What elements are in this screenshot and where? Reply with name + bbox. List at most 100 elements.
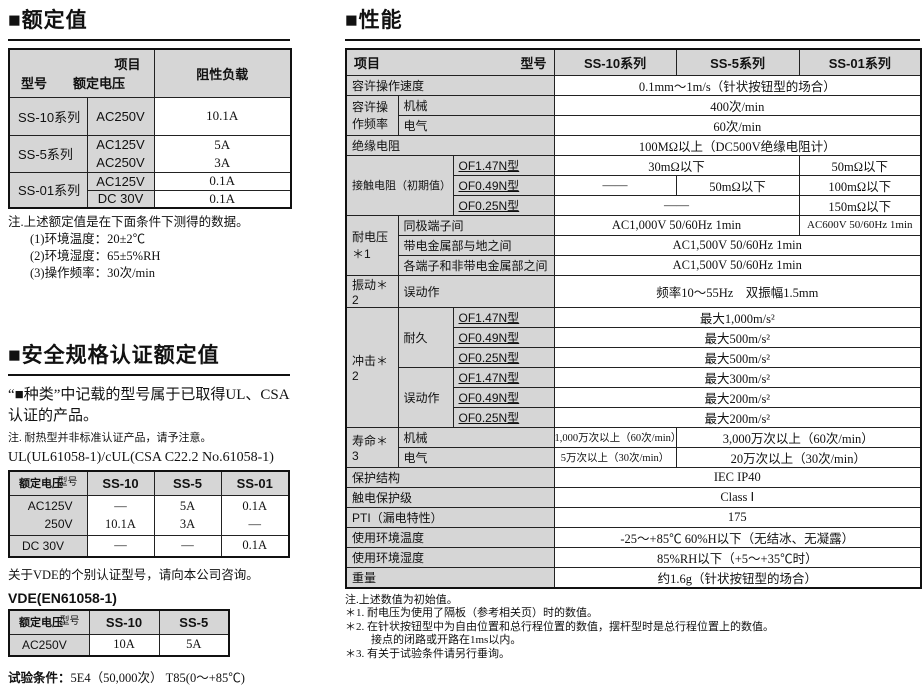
value-line: 0.1A <box>242 499 268 513</box>
perf-row-contact-of049: OF0.49N型 —— 50mΩ以下 100mΩ以下 <box>346 174 922 196</box>
ul-header-corner-cell: 型号 额定电压 <box>8 470 88 496</box>
value-cell: 0.1A — <box>220 494 290 536</box>
safety-ratings-heading: ■安全规格认证额定值 <box>8 343 290 376</box>
voltage-cell: AC250V <box>8 633 90 657</box>
row-label: 触电保护级 <box>345 486 555 508</box>
perf-row-contact-of147: 接触电阻（初期值） OF1.47N型 30mΩ以下 50mΩ以下 <box>345 154 922 216</box>
sub-label: 误动作 <box>397 366 454 428</box>
load-cell: 10.1A <box>153 96 292 136</box>
load-line: 5A <box>214 136 231 152</box>
left-column: ■额定值 项目 型号 额定电压 阻性负载 SS-10系列 AC250V 10.1… <box>8 8 292 686</box>
test-conditions-value: 5E4（50,000次） T85(0～+85℃) <box>70 671 245 685</box>
value-cell: 30mΩ以下 <box>553 154 800 176</box>
of147-link[interactable]: OF1.47N型 <box>452 306 555 328</box>
value-line: — <box>114 499 127 513</box>
perf-row-life-mech: 寿命＊3 机械 1,000万次以上（60次/min） 3,000万次以上（60次… <box>345 426 922 468</box>
value-cell: —— <box>553 194 800 216</box>
of147-link[interactable]: OF1.47N型 <box>452 154 555 176</box>
condition-line: (3)操作频率：30次/min <box>30 266 155 280</box>
value-cell: 5万次以上（30次/min） <box>553 446 677 468</box>
header-model-label: 型号 <box>57 477 78 489</box>
row-label: 保护结构 <box>345 466 555 488</box>
row-label: 容许操作频率 <box>345 94 399 136</box>
load-line: 3A <box>214 154 231 170</box>
test-conditions-label: 试验条件： <box>8 671 71 685</box>
header-model-label: 型号 <box>21 76 48 92</box>
load-cell: 0.1A <box>153 189 292 209</box>
value-cell: — <box>86 534 155 558</box>
rated-header-corner-cell: 项目 型号 额定电压 <box>8 48 155 98</box>
perf-row-insulation: 绝缘电阻 100MΩ以上（DC500V绝缘电阻计） <box>345 134 922 156</box>
perf-row-frequency-mech: 容许操作频率 机械 400次/min <box>345 94 922 136</box>
perf-col-ss10: SS-10系列 <box>553 48 677 76</box>
corner-header: 型号 额定电压 <box>15 472 82 494</box>
performance-table: 项目 型号 SS-10系列 SS-5系列 SS-01系列 容许操作速度 0.1m… <box>345 48 922 589</box>
value-cell: 100MΩ以上（DC500V绝缘电阻计） <box>553 134 922 156</box>
perf-row-pti: PTI（漏电特性） 175 <box>345 506 922 528</box>
header-voltage-label: 额定电压 <box>19 478 63 491</box>
of147-link[interactable]: OF1.47N型 <box>452 366 555 388</box>
header-model-label: 型号 <box>520 55 547 71</box>
rated-values-heading: ■额定值 <box>8 8 290 41</box>
row-label: 使用环境温度 <box>345 526 555 548</box>
perf-header-row: 项目 型号 SS-10系列 SS-5系列 SS-01系列 <box>345 48 922 76</box>
value-cell: 50mΩ以下 <box>675 174 800 196</box>
value-cell: 最大500m/s² <box>553 346 922 368</box>
value-cell: 85%RH以下（+5～+35℃时） <box>553 546 922 568</box>
value-line: 5A <box>179 499 196 513</box>
voltage-line: AC125V <box>27 499 73 513</box>
safety-note: 注. 耐热型并非标准认证产品，请予注意。 <box>8 432 212 444</box>
ul-header-row: 型号 额定电压 SS-10 SS-5 SS-01 <box>8 470 290 496</box>
value-cell: 最大200m/s² <box>553 406 922 428</box>
value-cell: 最大300m/s² <box>553 366 922 388</box>
condition-line: (2)环境湿度：65±5%RH <box>30 249 161 263</box>
sub-label: 电气 <box>397 446 555 468</box>
perf-row-contact-of025: OF0.25N型 —— 150mΩ以下 <box>346 194 922 216</box>
row-label: 容许操作速度 <box>345 74 555 96</box>
condition-line: (1)环境温度：20±2℃ <box>30 232 146 246</box>
note-line: ＊2. 在针状按钮型中为自由位置和总行程位置的数值，摆杆型时是总行程位置上的数值… <box>345 620 774 633</box>
value-cell: — <box>153 534 222 558</box>
perf-row-operating-speed: 容许操作速度 0.1mm～1m/s（针状按钮型的场合） <box>345 74 922 96</box>
vde-col-ss5: SS-5 <box>158 609 230 635</box>
value-cell: 1,000万次以上（60次/min） <box>553 426 677 448</box>
of025-link[interactable]: OF0.25N型 <box>452 406 555 428</box>
value-cell: 100mΩ以下 <box>798 174 922 196</box>
corner-header: 项目 型号 额定电压 <box>15 50 149 96</box>
row-label: 使用环境湿度 <box>345 546 555 568</box>
note-line: 注.上述数值为初始值。 <box>345 593 458 606</box>
perf-row-vibration: 振动＊2 误动作 频率10～55Hz 双振幅1.5mm <box>345 274 922 308</box>
sub-label: 同极端子间 <box>397 214 555 236</box>
of025-link[interactable]: OF0.25N型 <box>452 346 555 368</box>
of049-link[interactable]: OF0.49N型 <box>452 174 555 196</box>
voltage-cell: DC 30V <box>86 189 155 209</box>
voltage-line: 250V <box>44 517 73 531</box>
value-line: 3A <box>179 517 196 531</box>
value-cell: 最大200m/s² <box>553 386 922 408</box>
of049-link[interactable]: OF0.49N型 <box>452 326 555 348</box>
value-cell: 400次/min <box>553 94 922 116</box>
perf-row-withstand-metal-ground: 带电金属部与地之间 AC1,500V 50/60Hz 1min <box>346 234 922 256</box>
value-cell: 0.1A <box>220 534 290 558</box>
voltage-line: AC250V <box>96 154 145 170</box>
performance-heading: ■性能 <box>345 8 920 41</box>
of025-link[interactable]: OF0.25N型 <box>452 194 555 216</box>
value-cell: 5A 3A <box>153 494 222 536</box>
value-cell: 最大1,000m/s² <box>553 306 922 328</box>
sub-label: 耐久 <box>397 306 454 368</box>
value-line: 10.1A <box>105 517 136 531</box>
value-cell: 约1.6g（针状按钮型的场合） <box>553 566 922 588</box>
value-cell: AC1,000V 50/60Hz 1min <box>553 214 800 236</box>
vde-row-ac250: AC250V 10A 5A <box>8 633 230 657</box>
value-cell: — 10.1A <box>86 494 155 536</box>
of049-link[interactable]: OF0.49N型 <box>452 386 555 408</box>
sub-label: 各端子和非带电金属部之间 <box>397 254 555 276</box>
perf-row-frequency-elec: 电气 60次/min <box>346 114 922 136</box>
vde-header-corner-cell: 型号 额定电压 <box>8 609 90 635</box>
voltage-cell: AC125V AC250V <box>86 134 155 173</box>
rated-row-ss5: SS-5系列 AC125V AC250V 5A 3A <box>8 134 292 173</box>
ul-col-ss5: SS-5 <box>153 470 222 496</box>
value-cell: 10A <box>88 633 160 657</box>
value-cell: —— <box>553 174 677 196</box>
right-column: ■性能 项目 型号 SS-10系列 SS-5系列 SS-01系列 容许操作速度 … <box>345 8 922 661</box>
